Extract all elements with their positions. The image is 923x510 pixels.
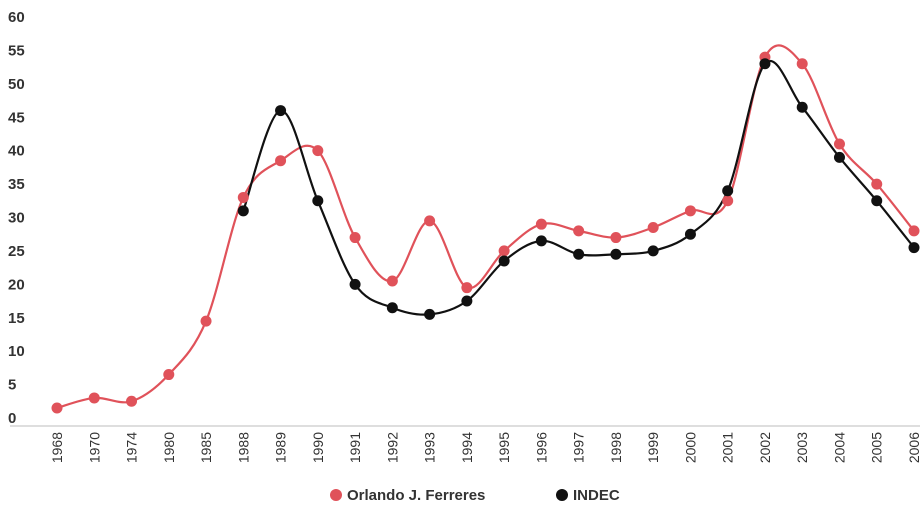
x-tick-label: 1997: [571, 432, 587, 463]
x-tick-label: 1992: [384, 432, 400, 463]
y-tick-label: 60: [8, 9, 25, 26]
y-axis-tick-labels: 0 5 10 15 20 25 30 35 40 45 50 55 60: [8, 9, 25, 427]
data-point-indec: [349, 278, 361, 290]
y-tick-label: 50: [8, 76, 25, 93]
x-tick-label: 1985: [198, 432, 214, 463]
y-tick-label: 10: [8, 343, 25, 360]
data-point-ferreres: [871, 178, 883, 190]
data-point-indec: [796, 101, 808, 113]
x-tick-label: 1994: [459, 432, 475, 463]
data-point-ferreres: [535, 218, 547, 230]
y-tick-label: 5: [8, 377, 16, 394]
x-tick-label: 1993: [422, 432, 438, 463]
x-tick-label: 1974: [124, 432, 140, 463]
x-tick-label: 2001: [720, 432, 736, 463]
data-point-ferreres: [163, 369, 175, 381]
legend-label-ferreres: Orlando J. Ferreres: [347, 487, 485, 504]
data-point-indec: [647, 245, 659, 257]
legend-marker-ferreres: [330, 489, 342, 501]
data-point-ferreres: [200, 315, 212, 327]
y-tick-label: 15: [8, 310, 25, 327]
x-tick-label: 1990: [310, 432, 326, 463]
y-tick-label: 40: [8, 143, 25, 160]
data-point-ferreres: [796, 58, 808, 70]
data-point-indec: [684, 228, 696, 240]
x-tick-label: 1996: [533, 432, 549, 463]
x-tick-label: 1991: [347, 432, 363, 463]
data-point-indec: [237, 205, 249, 217]
data-point-ferreres: [833, 138, 845, 150]
x-tick-label: 1980: [161, 432, 177, 463]
data-point-ferreres: [610, 232, 622, 244]
data-point-ferreres: [498, 245, 510, 257]
y-tick-label: 45: [8, 109, 25, 126]
data-point-ferreres: [908, 225, 920, 237]
data-point-ferreres: [461, 282, 473, 294]
data-point-indec: [461, 295, 473, 307]
data-point-ferreres: [237, 191, 249, 203]
data-point-indec: [275, 105, 287, 117]
data-point-ferreres: [126, 395, 138, 407]
x-tick-label: 1995: [496, 432, 512, 463]
data-point-ferreres: [722, 195, 734, 207]
data-point-indec: [908, 242, 920, 254]
data-point-ferreres: [424, 215, 436, 227]
data-point-indec: [535, 235, 547, 247]
series-line-indec: [242, 60, 915, 316]
y-tick-label: 0: [8, 410, 16, 427]
data-point-indec: [424, 308, 436, 320]
x-tick-label: 2003: [794, 432, 810, 463]
data-point-indec: [759, 58, 771, 70]
x-tick-label: 2000: [682, 432, 698, 463]
series-points: [51, 51, 920, 414]
y-tick-label: 35: [8, 176, 25, 193]
legend: Orlando J. Ferreres INDEC: [330, 487, 620, 504]
legend-marker-indec: [556, 489, 568, 501]
x-tick-label: 1970: [86, 432, 102, 463]
x-tick-label: 1989: [273, 432, 289, 463]
series-line-ferreres: [56, 44, 915, 410]
data-point-ferreres: [573, 225, 585, 237]
x-tick-label: 1968: [49, 432, 65, 463]
data-point-ferreres: [647, 222, 659, 234]
y-tick-label: 30: [8, 210, 25, 227]
series-lines: [56, 44, 915, 410]
x-axis-tick-labels: 1968 1970 1974 1980 1985 1988 1989 1990 1991 1992…: [49, 432, 922, 463]
data-point-indec: [386, 302, 398, 314]
y-tick-label: 20: [8, 276, 25, 293]
data-point-indec: [498, 255, 510, 267]
x-tick-label: 2004: [831, 432, 847, 463]
data-point-ferreres: [684, 205, 696, 217]
x-tick-label: 2005: [869, 432, 885, 463]
data-point-indec: [833, 151, 845, 163]
data-point-ferreres: [312, 145, 324, 157]
data-point-ferreres: [51, 402, 63, 414]
y-tick-label: 55: [8, 42, 25, 59]
data-point-indec: [722, 185, 734, 197]
y-tick-label: 25: [8, 243, 25, 260]
x-tick-label: 1988: [235, 432, 251, 463]
x-tick-label: 1999: [645, 432, 661, 463]
data-point-ferreres: [275, 155, 287, 167]
x-tick-label: 2002: [757, 432, 773, 463]
data-point-indec: [610, 248, 622, 260]
x-tick-label: 1998: [608, 432, 624, 463]
data-point-indec: [573, 248, 585, 260]
data-point-ferreres: [88, 392, 100, 404]
legend-label-indec: INDEC: [573, 487, 620, 504]
x-tick-label: 2006: [906, 432, 922, 463]
data-point-indec: [871, 195, 883, 207]
data-point-ferreres: [386, 275, 398, 287]
data-point-ferreres: [349, 232, 361, 244]
data-point-indec: [312, 195, 324, 207]
